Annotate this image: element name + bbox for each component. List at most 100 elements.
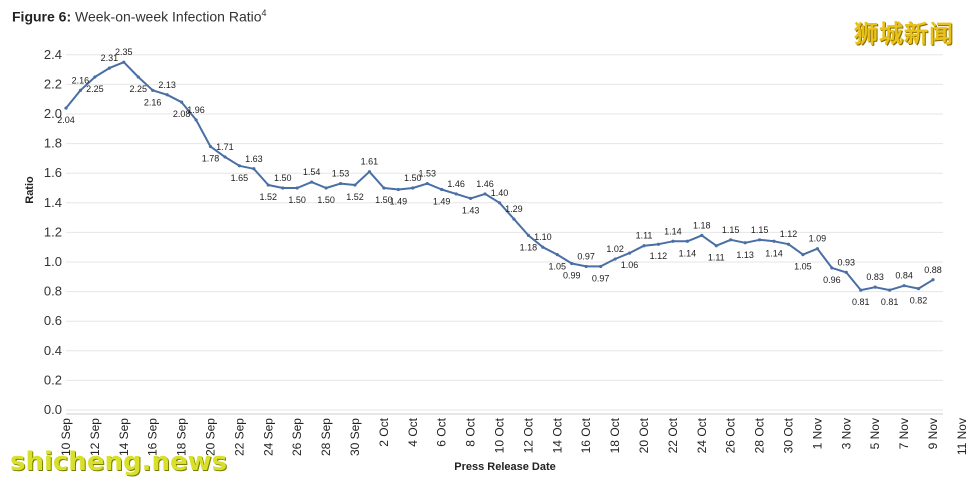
data-point: [541, 245, 545, 249]
data-point: [888, 288, 892, 292]
data-point: [93, 75, 97, 79]
x-tick-label: 22 Oct: [666, 417, 680, 453]
x-tick-label: 1 Nov: [810, 418, 824, 449]
data-label: 1.52: [260, 192, 278, 202]
data-point: [627, 251, 632, 255]
watermark-bottom-left: shicheng.news: [10, 447, 228, 477]
data-label: 1.02: [606, 244, 624, 254]
x-tick-label: 14 Oct: [550, 417, 564, 453]
data-point: [613, 257, 617, 261]
data-label: 1.13: [736, 250, 754, 260]
data-point: [830, 266, 834, 270]
y-tick-label: 2.2: [44, 76, 62, 91]
data-point: [570, 261, 574, 266]
data-point: [700, 233, 704, 237]
figure-label: Figure 6:: [12, 8, 72, 25]
data-label: 1.40: [491, 188, 509, 198]
data-point: [656, 242, 661, 246]
data-label: 1.43: [462, 205, 480, 215]
data-point: [743, 241, 747, 245]
x-tick-label: 12 Oct: [521, 417, 535, 453]
data-label: 1.18: [693, 220, 711, 230]
data-point: [324, 186, 328, 190]
x-tick-label: 3 Nov: [839, 418, 853, 449]
data-label: 2.31: [101, 53, 119, 63]
data-label: 1.50: [375, 195, 393, 205]
data-label: 1.15: [751, 225, 769, 235]
data-label: 1.06: [621, 260, 639, 270]
data-label: 2.16: [144, 97, 162, 107]
data-label: 1.10: [534, 232, 552, 242]
data-label: 1.49: [433, 196, 451, 206]
data-label: 0.97: [592, 273, 610, 283]
data-point: [266, 183, 270, 187]
data-point: [584, 264, 588, 269]
data-point: [252, 167, 256, 171]
data-label: 1.09: [809, 234, 827, 244]
data-point: [555, 253, 559, 257]
data-label: 1.11: [636, 231, 653, 241]
data-label: 1.61: [361, 157, 379, 167]
y-tick-label: 0.4: [44, 343, 62, 358]
data-label: 0.97: [577, 251, 595, 261]
title-superscript: 4: [261, 8, 267, 18]
chart-title: Figure 6: Week-on-week Infection Ratio4: [12, 8, 267, 25]
y-tick-label: 1.2: [44, 224, 62, 239]
data-point: [107, 66, 111, 70]
data-label: 1.78: [202, 154, 220, 164]
data-point: [801, 253, 805, 257]
x-tick-label: 14 Sep: [117, 418, 131, 456]
x-axis-ticks: 10 Sep 12 Sep 14 Sep 16 Sep 18 Sep 20 Sep 22 S…: [59, 417, 966, 456]
x-tick-label: 12 Sep: [88, 418, 102, 456]
y-tick-label: 1.0: [44, 254, 62, 269]
data-label: 2.04: [57, 115, 75, 125]
data-label: 1.15: [722, 225, 740, 235]
y-tick-label: 1.8: [44, 136, 62, 151]
data-label: 1.53: [332, 169, 350, 179]
data-point: [194, 118, 198, 122]
data-label: 0.83: [866, 272, 884, 282]
data-point: [382, 186, 386, 190]
x-tick-label: 10 Oct: [493, 417, 507, 453]
data-point: [353, 183, 357, 187]
y-axis-label: Ratio: [24, 176, 36, 204]
y-tick-label: 2.4: [44, 47, 62, 62]
x-tick-label: 6 Oct: [435, 417, 449, 446]
data-point: [714, 244, 718, 248]
x-tick-label: 18 Oct: [608, 417, 622, 453]
series-line-group: [64, 60, 935, 292]
data-label: 1.50: [404, 173, 422, 183]
data-label: 1.50: [274, 173, 292, 183]
data-point: [396, 187, 400, 192]
data-point: [786, 242, 791, 246]
data-label: 0.81: [881, 297, 899, 307]
data-point: [237, 164, 241, 168]
title-text: Week-on-week Infection Ratio: [75, 8, 262, 25]
data-point: [469, 196, 473, 200]
data-label: 1.14: [765, 248, 783, 258]
data-label: 1.18: [520, 242, 538, 252]
x-tick-label: 7 Nov: [897, 418, 911, 449]
data-label: 0.93: [838, 257, 856, 267]
y-tick-label: 0.0: [44, 402, 62, 417]
data-label: 1.96: [187, 105, 205, 115]
data-label: 2.25: [129, 84, 147, 94]
data-label: 1.54: [303, 167, 321, 177]
x-tick-label: 26 Sep: [290, 418, 304, 456]
data-point: [873, 285, 877, 289]
data-label: 0.82: [910, 296, 928, 306]
data-point: [642, 244, 646, 248]
x-tick-label: 2 Oct: [377, 417, 391, 446]
data-point: [411, 186, 415, 190]
data-label: 1.14: [679, 248, 697, 258]
data-label: 1.14: [664, 226, 682, 236]
x-tick-label: 20 Oct: [637, 417, 651, 453]
x-tick-label: 9 Nov: [926, 418, 940, 449]
data-label: 0.99: [563, 270, 581, 280]
data-label: 2.13: [158, 80, 176, 90]
y-tick-label: 1.4: [44, 195, 62, 210]
x-tick-label: 11 Nov: [955, 418, 966, 455]
y-tick-label: 1.6: [44, 165, 62, 180]
data-point: [180, 100, 184, 104]
